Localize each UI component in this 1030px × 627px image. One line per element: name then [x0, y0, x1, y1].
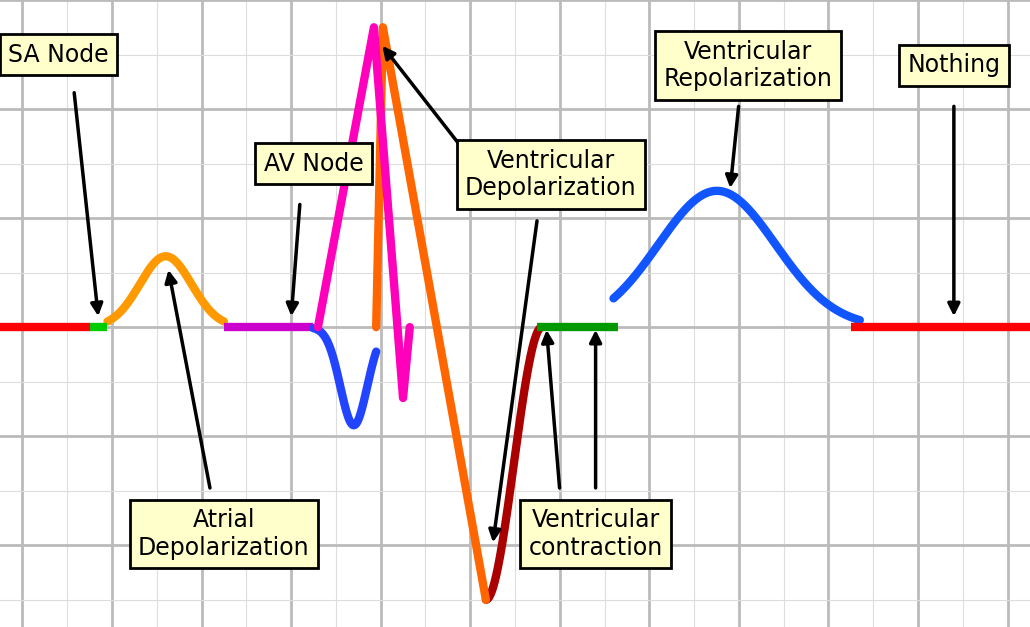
Text: Ventricular
contraction: Ventricular contraction: [528, 508, 662, 560]
Text: Atrial
Depolarization: Atrial Depolarization: [138, 508, 310, 560]
Text: SA Node: SA Node: [8, 43, 108, 66]
Text: Ventricular
Repolarization: Ventricular Repolarization: [663, 40, 832, 92]
Text: Ventricular
Depolarization: Ventricular Depolarization: [465, 149, 637, 201]
Text: AV Node: AV Node: [264, 152, 364, 176]
Text: Nothing: Nothing: [907, 53, 1000, 77]
